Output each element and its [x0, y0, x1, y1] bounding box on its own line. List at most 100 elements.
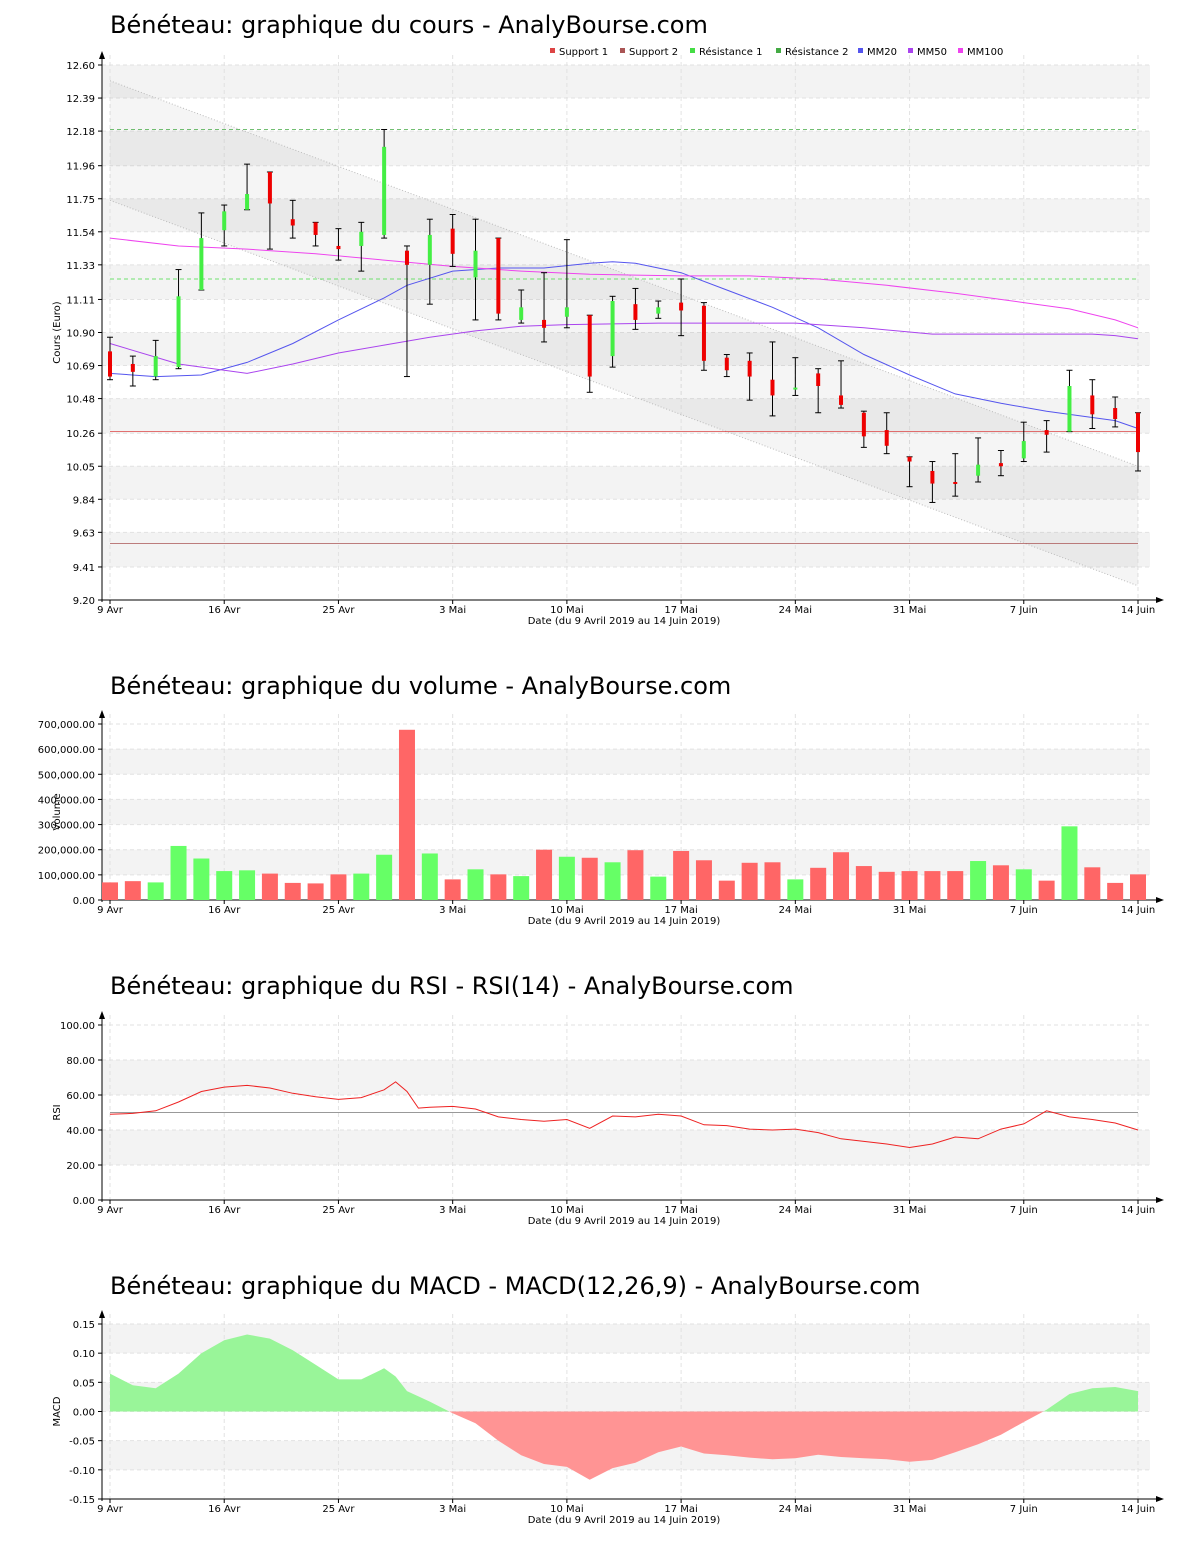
volume-bar: [193, 858, 210, 900]
candle-body: [222, 211, 227, 231]
grid-band: [102, 65, 1150, 99]
x-tick-label: 7 Juin: [1010, 905, 1038, 916]
volume-bar: [970, 861, 987, 900]
x-tick-label: 24 Mai: [779, 1205, 812, 1216]
candle-body: [290, 219, 295, 226]
legend-label: Résistance 2: [785, 46, 848, 58]
trend-channel: [110, 80, 1138, 586]
y-tick-label: 11.54: [66, 228, 95, 239]
y-tick-label: 12.18: [66, 127, 95, 138]
volume-bar: [695, 860, 712, 900]
candle-body: [108, 351, 112, 377]
x-tick-label: 14 Juin: [1121, 1504, 1155, 1515]
legend-label: MM100: [967, 47, 1003, 58]
candle-body: [336, 245, 341, 250]
legend-swatch: [858, 48, 863, 53]
volume-bar: [581, 857, 598, 900]
rsi-chart: Bénéteau: graphique du RSI - RSI(14) - A…: [52, 972, 1164, 1227]
volume-bar: [878, 871, 895, 900]
y-tick-label: 100.00: [60, 1021, 95, 1032]
y-tick-label: 10.26: [66, 429, 95, 440]
macd-chart: Bénéteau: graphique du MACD - MACD(12,26…: [52, 1272, 1164, 1526]
x-tick-label: 14 Juin: [1121, 1205, 1155, 1216]
x-tick-label: 10 Mai: [550, 1205, 583, 1216]
ma-line-mm100: [109, 237, 1139, 329]
candle-body: [153, 356, 158, 377]
y-tick-label: 9.20: [73, 596, 95, 607]
candle-body: [564, 307, 569, 317]
candle-body: [519, 307, 524, 320]
volume-bar: [901, 871, 918, 900]
grid-band: [102, 332, 1150, 366]
volume-bar: [947, 871, 964, 900]
volume-bar: [992, 865, 1009, 900]
candle-body: [861, 412, 866, 437]
candle-body: [542, 319, 547, 328]
x-tick-label: 7 Juin: [1010, 605, 1038, 616]
y-tick-label: 10.48: [66, 395, 95, 406]
ma-line-mm20: [109, 261, 1139, 429]
candle-body: [496, 238, 501, 314]
x-axis-arrow: [1156, 897, 1164, 903]
x-tick-label: 10 Mai: [550, 905, 583, 916]
x-tick-label: 9 Avr: [97, 905, 124, 916]
y-tick-label: 11.75: [66, 195, 95, 206]
candle-body: [953, 481, 958, 484]
y-tick-label: 9.84: [73, 495, 95, 506]
y-axis-arrow: [99, 1011, 105, 1019]
volume-bar: [398, 729, 415, 900]
volume-bar: [170, 845, 187, 900]
x-axis-arrow: [1156, 1496, 1164, 1502]
y-tick-label: 20.00: [66, 1161, 95, 1172]
x-tick-label: 17 Mai: [664, 1504, 697, 1515]
y-tick-label: 12.39: [66, 94, 95, 105]
y-axis-title: Cours (Euro): [52, 301, 63, 364]
y-tick-label: 60.00: [66, 1091, 95, 1102]
candle-body: [450, 228, 455, 254]
candle-body: [1136, 412, 1140, 453]
chart-title: Bénéteau: graphique du volume - AnalyBou…: [110, 672, 731, 700]
y-tick-label: 10.69: [66, 362, 95, 373]
volume-bar: [855, 866, 872, 900]
x-tick-label: 25 Avr: [322, 605, 355, 616]
volume-bar: [1061, 826, 1078, 900]
volume-bar: [1130, 874, 1146, 900]
candle-body: [267, 172, 272, 204]
y-tick-label: 10.05: [66, 462, 95, 473]
candle-body: [359, 231, 364, 246]
volume-bar: [124, 881, 141, 900]
y-tick-label: 11.11: [66, 295, 95, 306]
legend-swatch: [620, 48, 625, 53]
y-axis-arrow: [99, 51, 105, 59]
x-tick-label: 14 Juin: [1121, 905, 1155, 916]
volume-bar: [307, 883, 324, 900]
volume-bar: [627, 850, 644, 900]
candle-body: [313, 222, 318, 235]
y-axis-arrow: [99, 710, 105, 718]
legend-label: MM20: [867, 47, 897, 58]
rsi-line: [109, 1081, 1139, 1149]
candle-body: [633, 304, 638, 320]
x-tick-label: 24 Mai: [779, 905, 812, 916]
y-tick-label: 9.41: [73, 563, 95, 574]
candle-body: [427, 234, 432, 265]
y-tick-label: 0.00: [73, 1408, 95, 1419]
x-tick-label: 3 Mai: [439, 1205, 466, 1216]
y-tick-label: -0.10: [69, 1466, 95, 1477]
y-tick-label: 0.00: [73, 1196, 95, 1207]
grid-band: [102, 398, 1150, 434]
y-tick-label: 200,000.00: [38, 846, 95, 857]
grid-band: [102, 532, 1150, 567]
x-tick-label: 17 Mai: [664, 1205, 697, 1216]
x-axis-title: Date (du 9 Avril 2019 au 14 Juin 2019): [528, 916, 721, 927]
x-tick-label: 25 Avr: [322, 905, 355, 916]
chart-title: Bénéteau: graphique du MACD - MACD(12,26…: [110, 1272, 921, 1300]
x-axis-title: Date (du 9 Avril 2019 au 14 Juin 2019): [528, 1515, 721, 1526]
candle-body: [793, 387, 798, 390]
legend-swatch: [550, 48, 555, 53]
candle-body: [130, 363, 135, 372]
macd-positive-area: [1043, 1387, 1138, 1412]
volume-bar: [376, 854, 393, 900]
x-tick-label: 3 Mai: [439, 1504, 466, 1515]
x-tick-label: 3 Mai: [439, 905, 466, 916]
